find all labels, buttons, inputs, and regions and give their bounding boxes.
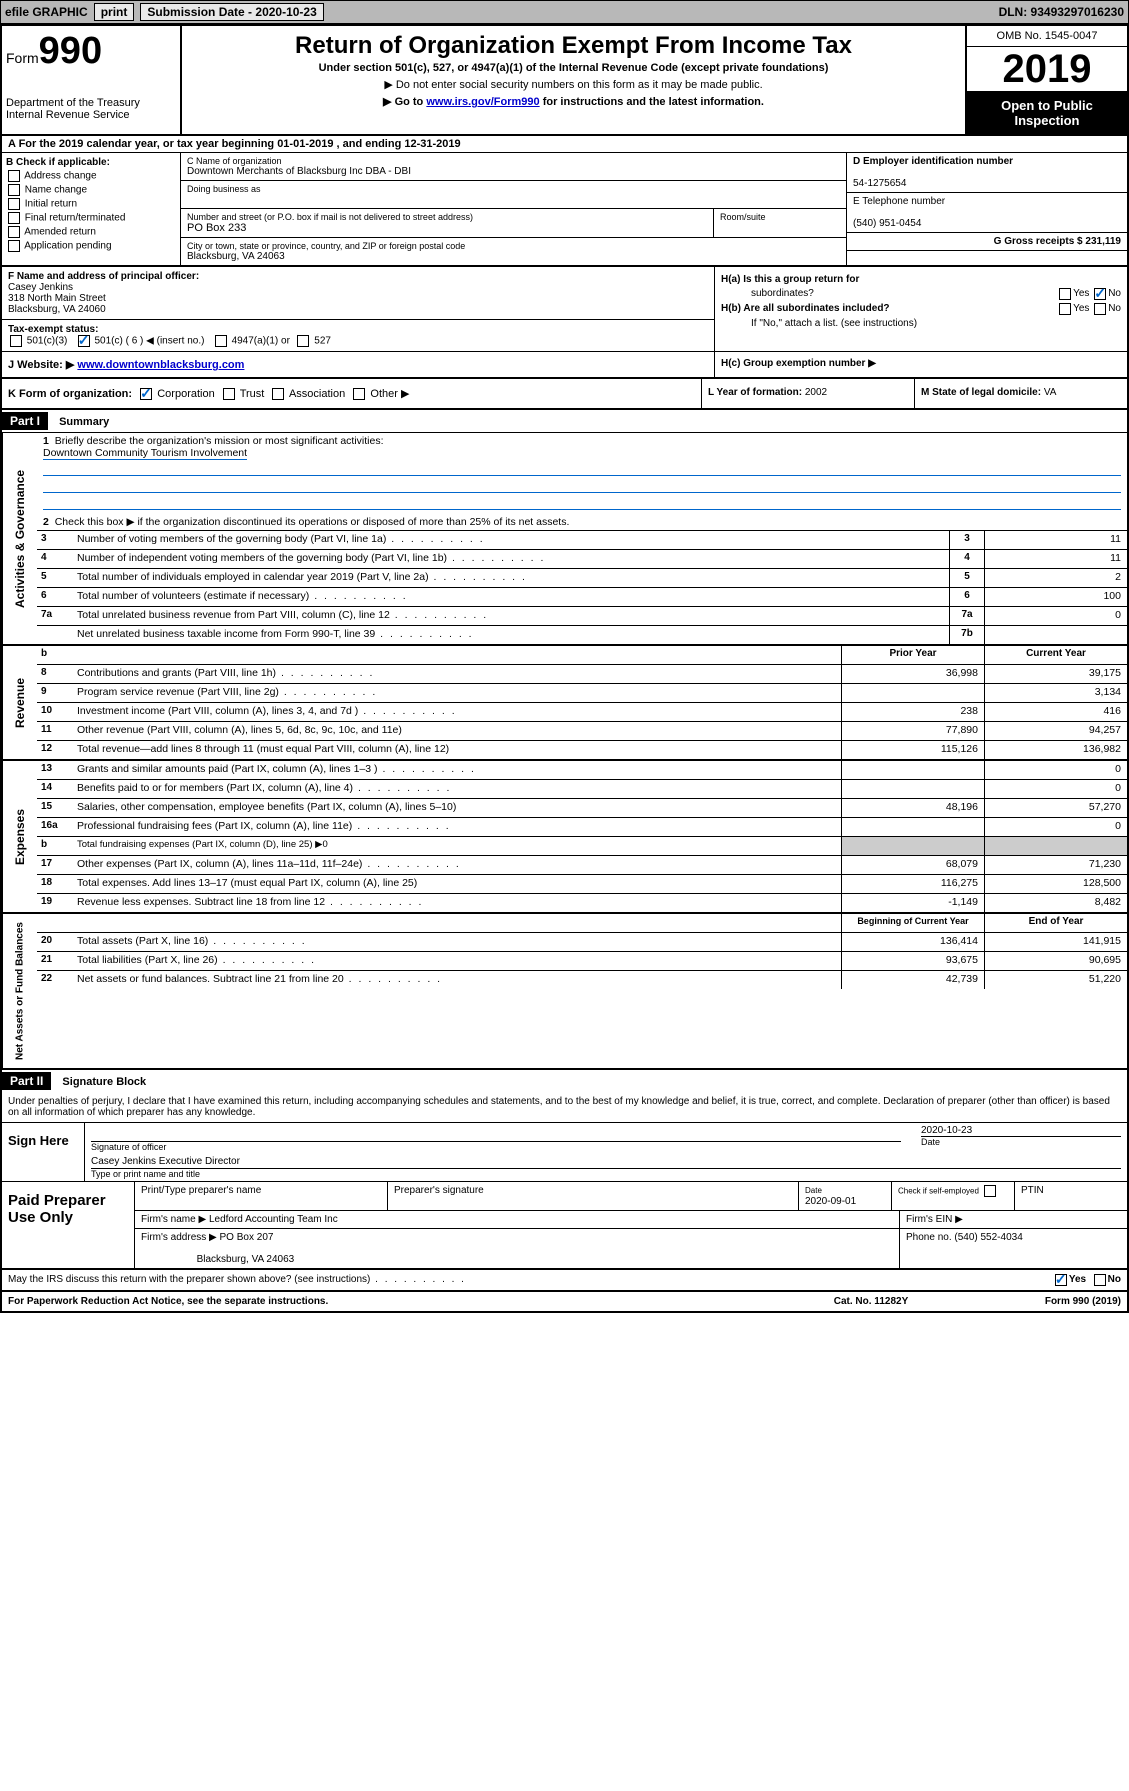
section-c: C Name of organization Downtown Merchant… bbox=[181, 153, 847, 265]
footer: For Paperwork Reduction Act Notice, see … bbox=[2, 1292, 1127, 1311]
sign-here-label: Sign Here bbox=[2, 1123, 85, 1181]
section-d: D Employer identification number 54-1275… bbox=[847, 153, 1127, 265]
goto-note: ▶ Go to www.irs.gov/Form990 for instruct… bbox=[190, 95, 957, 108]
revenue-label: Revenue bbox=[2, 646, 37, 759]
form-subtitle: Under section 501(c), 527, or 4947(a)(1)… bbox=[190, 62, 957, 74]
cb-501c3[interactable] bbox=[10, 335, 22, 347]
ha-yes[interactable] bbox=[1059, 288, 1071, 300]
val-5: 2 bbox=[984, 569, 1127, 587]
cb-address-change[interactable]: Address change bbox=[6, 170, 176, 182]
row-j: J Website: ▶ www.downtownblacksburg.com … bbox=[2, 352, 1127, 379]
dba-label: Doing business as bbox=[187, 184, 840, 194]
header-right: OMB No. 1545-0047 2019 Open to Public In… bbox=[965, 26, 1127, 134]
form-title: Return of Organization Exempt From Incom… bbox=[190, 32, 957, 60]
room-label: Room/suite bbox=[720, 212, 840, 222]
ein-label: D Employer identification number bbox=[853, 156, 1013, 167]
org-name-label: C Name of organization bbox=[187, 156, 840, 166]
city-value: Blacksburg, VA 24063 bbox=[187, 251, 840, 262]
governance-label: Activities & Governance bbox=[2, 433, 37, 644]
tax-status-row: Tax-exempt status: 501(c)(3) 501(c) ( 6 … bbox=[2, 320, 714, 351]
tax-year: 2019 bbox=[967, 47, 1127, 92]
discuss-no[interactable] bbox=[1094, 1274, 1106, 1286]
lower-info: F Name and address of principal officer:… bbox=[2, 267, 1127, 352]
gross-value: 231,119 bbox=[1085, 236, 1121, 247]
row-k: K Form of organization: Corporation Trus… bbox=[2, 379, 1127, 410]
website-link[interactable]: www.downtownblacksburg.com bbox=[77, 359, 244, 371]
city-label: City or town, state or province, country… bbox=[187, 241, 840, 251]
cb-4947[interactable] bbox=[215, 335, 227, 347]
topbar: efile GRAPHIC print Submission Date - 20… bbox=[0, 0, 1129, 24]
revenue-section: Revenue bPrior YearCurrent Year 8Contrib… bbox=[2, 646, 1127, 761]
val-7b bbox=[984, 626, 1127, 644]
addr-label: Number and street (or P.O. box if mail i… bbox=[187, 212, 707, 222]
firm-name: Ledford Accounting Team Inc bbox=[209, 1214, 338, 1225]
preparer-section: Paid Preparer Use Only Print/Type prepar… bbox=[2, 1182, 1127, 1270]
open-inspection: Open to Public Inspection bbox=[967, 92, 1127, 134]
section-h: H(a) Is this a group return for subordin… bbox=[715, 267, 1127, 351]
expenses-section: Expenses 13Grants and similar amounts pa… bbox=[2, 761, 1127, 914]
header-left: Form990 Department of the Treasury Inter… bbox=[2, 26, 182, 134]
addr-value: PO Box 233 bbox=[187, 222, 707, 234]
part1-header: Part I Summary bbox=[2, 410, 1127, 433]
section-b: B Check if applicable: Address change Na… bbox=[2, 153, 181, 265]
val-3: 11 bbox=[984, 531, 1127, 549]
cb-name-change[interactable]: Name change bbox=[6, 184, 176, 196]
firm-phone: (540) 552-4034 bbox=[954, 1232, 1022, 1243]
cb-trust[interactable] bbox=[223, 388, 235, 400]
val-7a: 0 bbox=[984, 607, 1127, 625]
omb-number: OMB No. 1545-0047 bbox=[967, 26, 1127, 47]
irs-link[interactable]: www.irs.gov/Form990 bbox=[426, 96, 539, 108]
governance-section: Activities & Governance 1 Briefly descri… bbox=[2, 433, 1127, 646]
cb-assoc[interactable] bbox=[272, 388, 284, 400]
cb-other[interactable] bbox=[353, 388, 365, 400]
val-4: 11 bbox=[984, 550, 1127, 568]
info-grid: B Check if applicable: Address change Na… bbox=[2, 153, 1127, 267]
form-number: Form990 bbox=[6, 30, 176, 73]
dln-label: DLN: 93493297016230 bbox=[999, 5, 1124, 19]
section-f: F Name and address of principal officer:… bbox=[2, 267, 714, 320]
cb-amended[interactable]: Amended return bbox=[6, 226, 176, 238]
submission-date-button[interactable]: Submission Date - 2020-10-23 bbox=[140, 3, 323, 21]
mission-text: Downtown Community Tourism Involvement bbox=[43, 447, 247, 460]
period-row: A For the 2019 calendar year, or tax yea… bbox=[2, 136, 1127, 153]
print-button[interactable]: print bbox=[94, 3, 135, 21]
hb-yes[interactable] bbox=[1059, 303, 1071, 315]
header-mid: Return of Organization Exempt From Incom… bbox=[182, 26, 965, 134]
cb-initial-return[interactable]: Initial return bbox=[6, 198, 176, 210]
org-name: Downtown Merchants of Blacksburg Inc DBA… bbox=[187, 166, 840, 177]
phone-value: (540) 951-0454 bbox=[853, 218, 921, 229]
netassets-label: Net Assets or Fund Balances bbox=[2, 914, 37, 1068]
ha-no[interactable] bbox=[1094, 288, 1106, 300]
paid-preparer-label: Paid Preparer Use Only bbox=[2, 1182, 134, 1268]
hb-no[interactable] bbox=[1094, 303, 1106, 315]
ein-value: 54-1275654 bbox=[853, 178, 906, 189]
ssn-note: ▶ Do not enter social security numbers o… bbox=[190, 78, 957, 91]
form-990: Form990 Department of the Treasury Inter… bbox=[0, 24, 1129, 1313]
cb-final-return[interactable]: Final return/terminated bbox=[6, 212, 176, 224]
gross-label: G Gross receipts $ bbox=[994, 236, 1086, 247]
officer-name: Casey Jenkins Executive Director bbox=[91, 1156, 1121, 1169]
expenses-label: Expenses bbox=[2, 761, 37, 912]
cb-527[interactable] bbox=[297, 335, 309, 347]
part2-header: Part II Signature Block bbox=[2, 1070, 1127, 1092]
val-6: 100 bbox=[984, 588, 1127, 606]
efile-label: efile GRAPHIC bbox=[5, 5, 88, 19]
cb-corp[interactable] bbox=[140, 388, 152, 400]
discuss-yes[interactable] bbox=[1055, 1274, 1067, 1286]
cb-app-pending[interactable]: Application pending bbox=[6, 240, 176, 252]
department-label: Department of the Treasury Internal Reve… bbox=[6, 97, 176, 121]
form-header: Form990 Department of the Treasury Inter… bbox=[2, 26, 1127, 136]
cb-self-employed[interactable] bbox=[984, 1185, 996, 1197]
signature-block: Under penalties of perjury, I declare th… bbox=[2, 1092, 1127, 1292]
phone-label: E Telephone number bbox=[853, 196, 945, 207]
netassets-section: Net Assets or Fund Balances Beginning of… bbox=[2, 914, 1127, 1070]
perjury-declaration: Under penalties of perjury, I declare th… bbox=[2, 1092, 1127, 1123]
cb-501c[interactable] bbox=[78, 335, 90, 347]
discuss-row: May the IRS discuss this return with the… bbox=[2, 1270, 1127, 1292]
